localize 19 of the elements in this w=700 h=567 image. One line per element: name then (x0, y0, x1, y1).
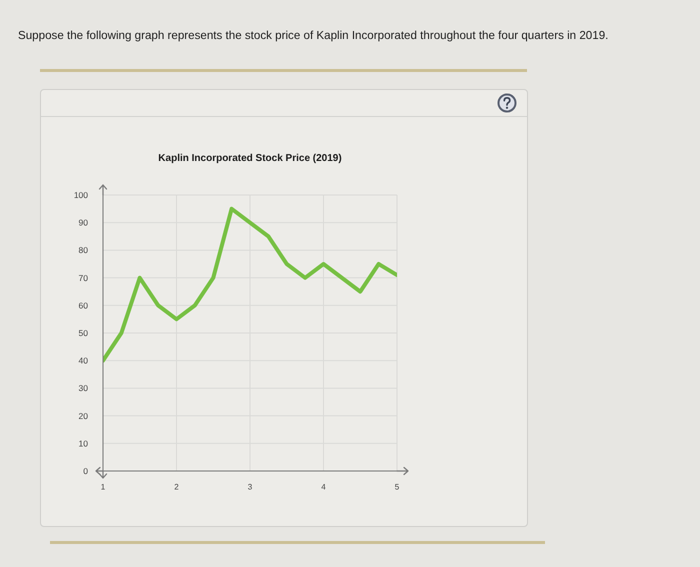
x-tick-label: 5 (394, 482, 400, 492)
y-tick-label: 0 (83, 466, 88, 476)
y-tick-label: 90 (78, 218, 88, 228)
y-tick-label: 80 (78, 245, 88, 256)
x-tick-label: 4 (321, 482, 326, 492)
x-tick-label: 1 (100, 482, 106, 492)
y-tick-label: 100 (74, 190, 88, 200)
y-tick-label: 70 (78, 272, 88, 283)
y-tick-label: 10 (78, 438, 88, 448)
y-tick-label: 30 (78, 383, 88, 394)
line-series (103, 206, 397, 363)
text: Suppose the following graph represents the stock price of Kaplin Incorporated throughout the four quarters in 2019. (18, 29, 608, 42)
y-tick-label: 60 (78, 300, 88, 310)
y-tick-label: 40 (78, 356, 88, 366)
chart-title: Kaplin Incorporated Stock Price (2019) (157, 153, 343, 164)
x-tick-label: 3 (248, 482, 253, 492)
y-tick-label: 20 (78, 410, 88, 421)
x-tick-label: 2 (174, 482, 180, 492)
y-tick-label: 50 (78, 328, 88, 338)
